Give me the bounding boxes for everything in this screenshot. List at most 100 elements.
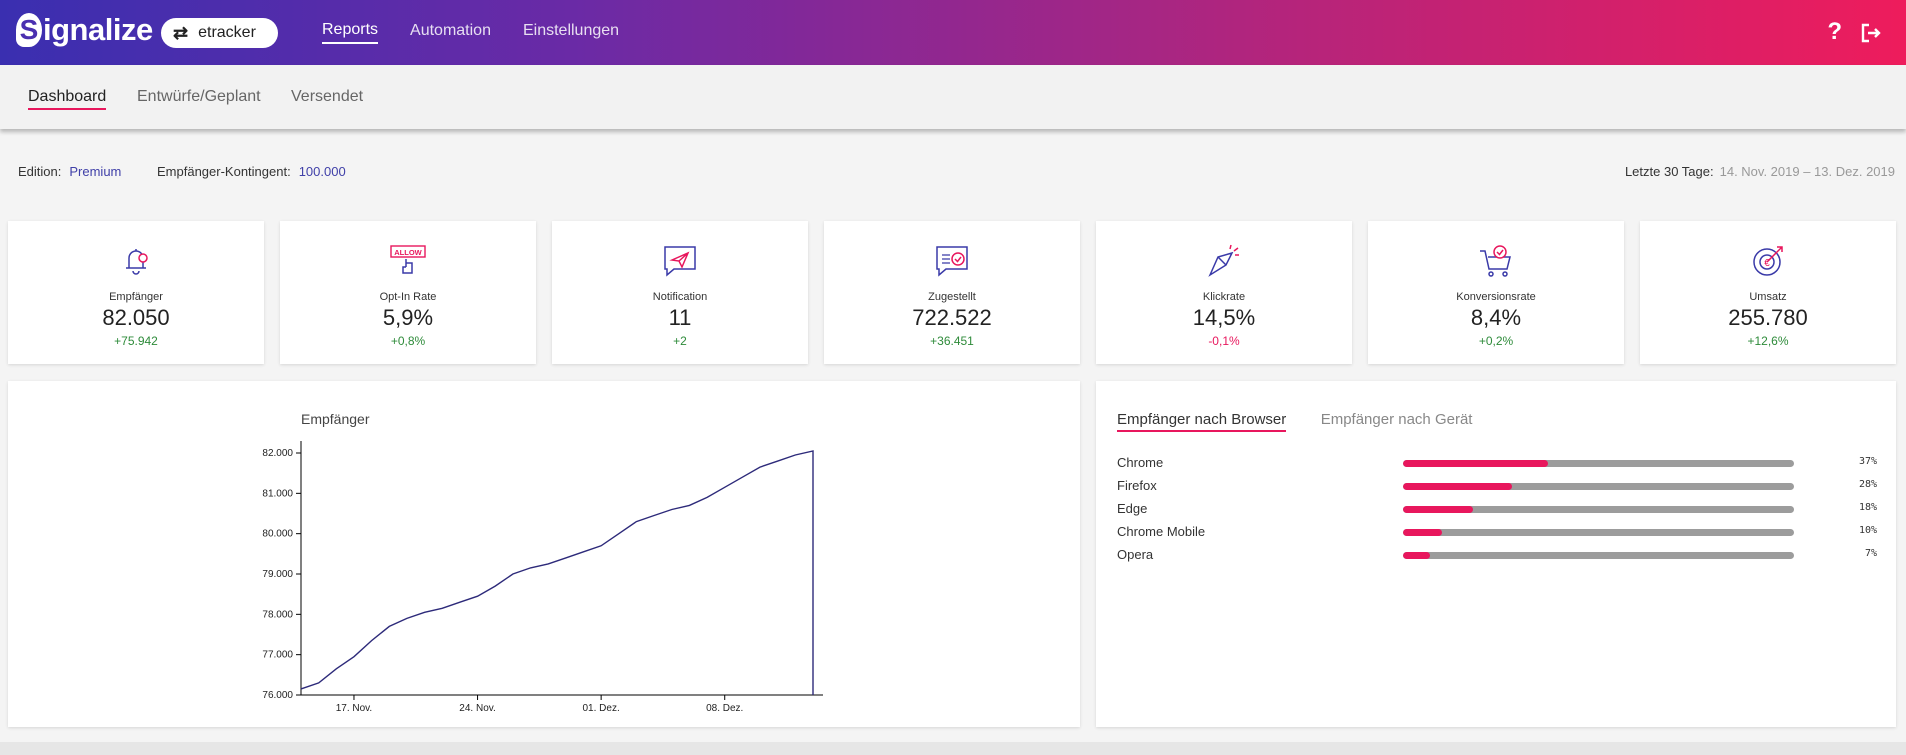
kpi-value: 255.780 bbox=[1728, 305, 1808, 330]
kpi-card-zugestellt: Zugestellt 722.522 +36.451 bbox=[824, 221, 1080, 364]
message-check-icon bbox=[936, 246, 968, 277]
browser-row: Edge 18% bbox=[1117, 501, 1877, 517]
kpi-card-empfaenger: Empfänger 82.050 +75.942 bbox=[8, 221, 264, 364]
kpi-card-klickrate: Klickrate 14,5% -0,1% bbox=[1096, 221, 1352, 364]
browser-name: Chrome Mobile bbox=[1117, 524, 1206, 539]
logo-mark: S bbox=[16, 13, 42, 47]
y-tick-label: 78.000 bbox=[262, 609, 293, 620]
browser-share-percent: 28% bbox=[1858, 479, 1877, 490]
y-tick-label: 80.000 bbox=[262, 529, 293, 540]
browser-share-fill bbox=[1403, 506, 1474, 513]
browser-name: Firefox bbox=[1117, 478, 1157, 493]
kpi-label: Notification bbox=[652, 291, 708, 303]
kpi-value: 8,4% bbox=[1470, 305, 1522, 330]
kpi-delta: +75.942 bbox=[114, 334, 158, 348]
tab-empfaenger-nach-browser[interactable]: Empfänger nach Browser bbox=[1117, 411, 1287, 432]
browser-name: Edge bbox=[1117, 501, 1148, 516]
browser-row: Chrome Mobile 10% bbox=[1117, 524, 1877, 540]
kpi-label: Empfänger bbox=[109, 291, 163, 303]
kpi-card-umsatz: € Umsatz 255.780 +12,6% bbox=[1640, 221, 1896, 364]
browser-share-fill bbox=[1403, 460, 1548, 467]
paper-plane-icon bbox=[664, 246, 696, 277]
edition-label: Edition: bbox=[18, 164, 62, 179]
y-tick-label: 82.000 bbox=[262, 448, 293, 459]
nav-automation[interactable]: Automation bbox=[410, 22, 491, 39]
kpi-value: 82.050 bbox=[102, 305, 170, 330]
empfaenger-series-line bbox=[300, 450, 814, 695]
header-icons: ? bbox=[1809, 18, 1882, 51]
kpi-label: Zugestellt bbox=[928, 291, 976, 303]
browser-row: Opera 7% bbox=[1117, 547, 1877, 563]
help-icon[interactable]: ? bbox=[1827, 18, 1842, 45]
kpi-card-opt-in-rate: ALLOW Opt-In Rate 5,9% +0,8% bbox=[280, 221, 536, 364]
period-label: Letzte 30 Tage: bbox=[1624, 164, 1714, 179]
y-tick-label: 81.000 bbox=[262, 488, 293, 499]
signalize-logo[interactable]: S ignalize bbox=[16, 12, 153, 48]
empfaenger-chart-panel: Empfänger 76.000 77.000 78.000 79.000 80.000… bbox=[8, 381, 1080, 727]
browser-row: Chrome 37% bbox=[1117, 455, 1877, 471]
page-bottom-strip bbox=[0, 742, 1906, 755]
quota-value: 100.000 bbox=[298, 164, 346, 179]
svg-text:€: € bbox=[1764, 258, 1770, 269]
nav-einstellungen[interactable]: Einstellungen bbox=[522, 22, 620, 39]
browser-share-percent: 7% bbox=[1864, 548, 1877, 559]
kpi-delta: +12,6% bbox=[1747, 334, 1789, 348]
edition-info: Edition: Premium bbox=[18, 164, 121, 179]
tab-entwuerfe-geplant[interactable]: Entwürfe/Geplant bbox=[137, 88, 261, 105]
tab-dashboard[interactable]: Dashboard bbox=[28, 88, 107, 110]
sub-navigation: Dashboard Entwürfe/Geplant Versendet bbox=[0, 65, 1906, 129]
kpi-delta: +36.451 bbox=[930, 334, 974, 348]
kpi-label: Umsatz bbox=[1749, 291, 1787, 303]
swap-arrows-icon: ⇄ bbox=[173, 22, 189, 43]
kpi-card-notification: Notification 11 +2 bbox=[552, 221, 808, 364]
kpi-label: Opt-In Rate bbox=[379, 291, 437, 303]
quota-info: Empfänger-Kontingent: 100.000 bbox=[157, 164, 346, 179]
chart-title: Empfänger bbox=[301, 411, 370, 427]
browser-name: Chrome bbox=[1117, 455, 1164, 470]
browser-tabs: Empfänger nach Browser Empfänger nach Ge… bbox=[1117, 411, 1502, 432]
browser-share-fill bbox=[1403, 483, 1513, 490]
browser-share-percent: 18% bbox=[1858, 502, 1877, 513]
line-chart: 76.000 77.000 78.000 79.000 80.000 81.000 82.0… bbox=[262, 441, 823, 714]
x-tick-label: 08. Dez. bbox=[706, 703, 743, 714]
browser-panel: Empfänger nach Browser Empfänger nach Ge… bbox=[1096, 381, 1896, 727]
x-tick-label: 24. Nov. bbox=[459, 703, 496, 714]
kpi-delta: +0,8% bbox=[390, 334, 426, 348]
kpi-value: 722.522 bbox=[912, 305, 992, 330]
kpi-value: 14,5% bbox=[1192, 305, 1256, 330]
browser-row: Firefox 28% bbox=[1117, 478, 1877, 494]
kpi-label: Konversionsrate bbox=[1456, 291, 1536, 303]
logout-icon[interactable] bbox=[1860, 18, 1882, 51]
y-tick-label: 77.000 bbox=[262, 650, 293, 661]
browser-name: Opera bbox=[1117, 547, 1154, 562]
account-name: etracker bbox=[198, 24, 256, 41]
browser-share-bar bbox=[1403, 529, 1794, 536]
kpi-delta: -0,1% bbox=[1208, 334, 1240, 348]
browser-share-bar bbox=[1403, 483, 1794, 490]
browser-share-bar bbox=[1403, 460, 1794, 467]
allow-hand-icon: ALLOW bbox=[390, 245, 426, 274]
browser-share-percent: 10% bbox=[1858, 525, 1877, 536]
main-nav: Reports Automation Einstellungen bbox=[322, 0, 651, 65]
kpi-value: 11 bbox=[668, 305, 692, 330]
kpi-label: Klickrate bbox=[1202, 291, 1246, 303]
tab-versendet[interactable]: Versendet bbox=[291, 88, 364, 105]
x-tick-label: 17. Nov. bbox=[336, 703, 373, 714]
y-tick-label: 76.000 bbox=[262, 690, 293, 701]
browser-share-fill bbox=[1403, 552, 1431, 559]
y-tick-label: 79.000 bbox=[262, 569, 293, 580]
x-tick-label: 01. Dez. bbox=[583, 703, 620, 714]
browser-share-percent: 37% bbox=[1858, 456, 1877, 467]
bell-icon bbox=[126, 249, 148, 275]
browser-share-bar bbox=[1403, 506, 1794, 513]
top-navigation-bar: S ignalize ⇄ etracker Reports Automation… bbox=[0, 0, 1906, 65]
tab-empfaenger-nach-geraet[interactable]: Empfänger nach Gerät bbox=[1320, 411, 1473, 428]
kpi-delta: +0,2% bbox=[1478, 334, 1514, 348]
logo-text: ignalize bbox=[43, 12, 153, 47]
account-switcher[interactable]: ⇄ etracker bbox=[161, 18, 278, 48]
allow-badge-text: ALLOW bbox=[394, 248, 422, 257]
kpi-delta: +2 bbox=[673, 334, 687, 348]
cursor-click-icon bbox=[1208, 244, 1239, 277]
period-info[interactable]: Letzte 30 Tage: 14. Nov. 2019 – 13. Dez. … bbox=[1625, 164, 1895, 179]
nav-reports[interactable]: Reports bbox=[322, 21, 379, 44]
